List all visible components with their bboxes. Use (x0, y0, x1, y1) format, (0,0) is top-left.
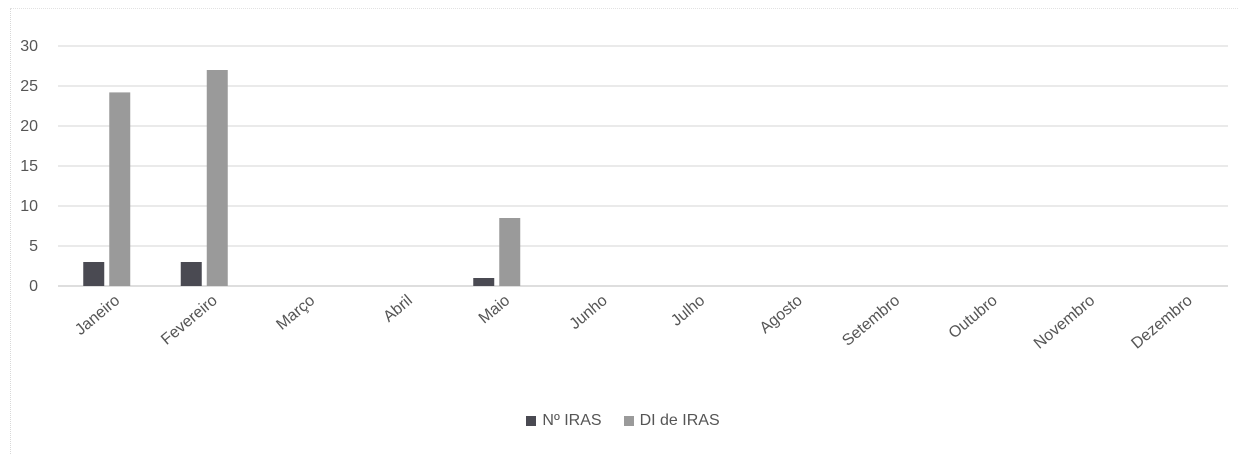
y-tick-label: 10 (20, 198, 38, 215)
x-tick-label: Agosto (757, 292, 806, 337)
bar-series-2-janeiro (109, 92, 131, 287)
bar-series-2-maio (499, 218, 521, 286)
x-tick-label: Março (273, 292, 318, 334)
x-tick-label: Novembro (1031, 292, 1099, 353)
bar-series-1-maio (473, 278, 495, 286)
legend-swatch-series-1 (526, 416, 537, 426)
gridlines (58, 45, 1228, 287)
y-tick-label: 20 (20, 118, 38, 135)
x-tick-label: Maio (476, 292, 514, 327)
legend-label-series-2: DI de IRAS (639, 412, 720, 429)
legend-swatch-series-2 (623, 416, 634, 426)
x-axis-labels: Janeiro Fevereiro Março Abril Maio Junho Julho… (72, 292, 1196, 353)
y-tick-label: 15 (20, 158, 38, 175)
x-tick-label: Abril (380, 292, 415, 326)
chart-frame (10, 8, 1238, 454)
x-tick-label: Junho (566, 292, 610, 333)
bar-series-1-fevereiro (180, 262, 202, 286)
bar-chart: 0 5 10 15 20 25 30 Janeiro Fevereiro Março Abril M… (20, 38, 1228, 353)
y-tick-label: 0 (29, 278, 38, 295)
legend-label-series-1: Nº IRAS (542, 412, 602, 429)
x-tick-label: Janeiro (72, 292, 123, 339)
x-tick-label: Setembro (839, 292, 903, 350)
y-tick-label: 25 (20, 78, 38, 95)
y-tick-label: 30 (20, 38, 38, 55)
bar-series-1-janeiro (83, 262, 105, 286)
y-tick-label: 5 (29, 238, 38, 255)
x-tick-label: Outubro (946, 292, 1001, 342)
legend-item-series-1: Nº IRAS (526, 412, 602, 430)
x-tick-label: Fevereiro (158, 292, 221, 349)
legend: Nº IRAS DI de IRAS (0, 412, 1246, 430)
y-axis-ticks: 0 5 10 15 20 25 30 (20, 38, 38, 295)
legend-item-series-2: DI de IRAS (623, 412, 720, 430)
bars (83, 70, 521, 287)
bar-series-2-fevereiro (206, 70, 228, 286)
x-tick-label: Dezembro (1128, 292, 1196, 353)
x-tick-label: Julho (668, 292, 708, 330)
